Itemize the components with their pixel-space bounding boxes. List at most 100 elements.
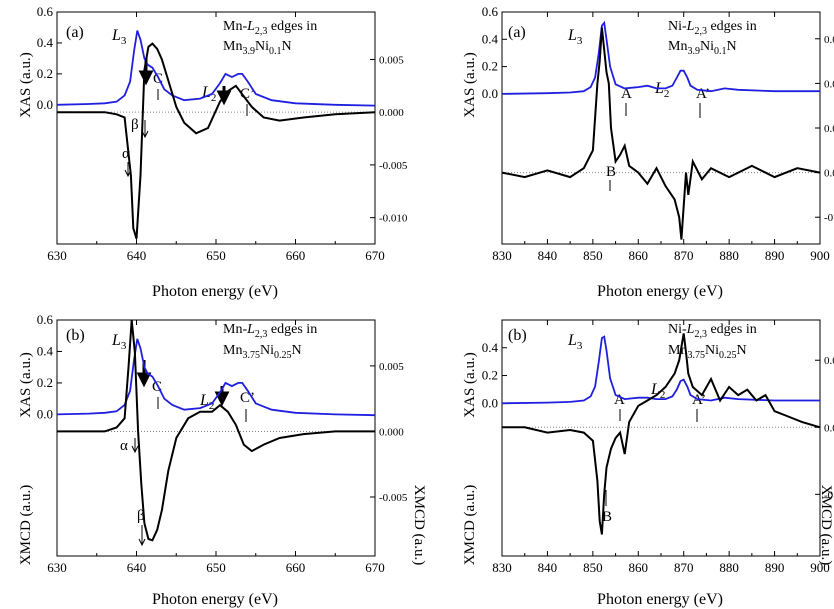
- y-tick-label-left: 0.2: [482, 368, 498, 383]
- y-tick-label-right: 0.00: [824, 168, 834, 180]
- panel-mn-b: XAS (a.u.) XMCD (a.u.) XMCD (a.u.) Photo…: [18, 312, 427, 608]
- x-tick-label: 860: [629, 248, 649, 263]
- y-tick-label-right: 0.06: [824, 34, 834, 46]
- y-tick-label-right: 0.000: [379, 107, 404, 119]
- plot-frame: [501, 11, 821, 245]
- x-tick-label: 880: [719, 560, 739, 575]
- plot-frame: [56, 11, 376, 245]
- x-tick-label: 880: [719, 248, 739, 263]
- y-tick-label-right: 0.02: [824, 123, 834, 135]
- annotation-L2: L2: [654, 80, 669, 100]
- x-tick-label: 860: [629, 560, 649, 575]
- annotation-L3: L3: [111, 332, 127, 352]
- y-tick-label-left: 0.4: [482, 31, 499, 46]
- ylabel-left: XAS (a.u.): [462, 52, 478, 117]
- y-tick-label-left: 0.6: [37, 4, 54, 19]
- y-tick-label-left: 0.2: [37, 375, 53, 390]
- x-tick-label: 670: [365, 248, 385, 263]
- compound-label: Mn3.75Ni0.25N: [223, 343, 302, 361]
- y-tick-label-right: 0.005: [379, 54, 404, 66]
- ylabel-left-lower: XMCD (a.u.): [462, 485, 478, 565]
- plot-frame: [56, 319, 376, 557]
- x-tick-label: 870: [674, 248, 694, 263]
- panel-ni-b: XAS (a.u.) XMCD (a.u.) XMCD (a.u.) Photo…: [462, 319, 834, 608]
- ylabel-left: XAS (a.u.): [462, 352, 478, 417]
- xas-series-line: [56, 338, 376, 417]
- annotation-A-prime: A’: [696, 86, 710, 102]
- y-tick-label-right: -0.025: [824, 489, 834, 501]
- y-tick-label-left: 0.4: [482, 340, 499, 355]
- annotation-beta: β: [137, 508, 145, 524]
- annotation-A: A: [614, 392, 625, 408]
- ylabel-right: XMCD (a.u.): [818, 485, 834, 565]
- xlabel: Photon energy (eV): [597, 283, 723, 300]
- x-tick-label: 840: [538, 248, 558, 263]
- y-tick-label-right: 0.025: [824, 355, 834, 367]
- ylabel-left: XAS (a.u.): [18, 52, 34, 117]
- x-tick-label: 660: [286, 248, 306, 263]
- xas-series-line: [501, 335, 820, 405]
- y-tick-label-left: 0.2: [37, 66, 53, 81]
- annotation-A: A: [621, 86, 632, 102]
- annotation-C: C: [152, 379, 162, 395]
- annotation-L3: L3: [567, 27, 583, 47]
- x-tick-label: 630: [47, 560, 67, 575]
- x-tick-label: 890: [765, 560, 785, 575]
- x-tick-label: 850: [583, 248, 603, 263]
- edge-label: Mn-L2,3 edges in: [223, 19, 317, 37]
- x-tick-label: 830: [492, 560, 512, 575]
- annotation-L2: L2: [201, 84, 216, 104]
- compound-label: Mn3.75Ni0.25N: [668, 343, 747, 361]
- panel-mn-a: XAS (a.u.) Photon energy (eV) (a) Mn-L2,…: [18, 4, 408, 300]
- y-tick-label-right: -0.010: [379, 213, 408, 225]
- xmcd-series-line: [57, 319, 375, 542]
- ylabel-left-lower: XMCD (a.u.): [18, 485, 34, 565]
- panel-label: (a): [508, 24, 526, 41]
- annotation-C-prime: C’: [240, 390, 255, 406]
- y-tick-label-left: 0.0: [482, 395, 498, 410]
- x-tick-label: 650: [206, 560, 226, 575]
- ylabel-left: XAS (a.u.): [18, 352, 34, 417]
- annotation-L3: L3: [567, 332, 583, 352]
- edge-label: Mn-L2,3 edges in: [223, 322, 317, 340]
- x-tick-label: 670: [365, 560, 385, 575]
- annotation-L3: L3: [111, 27, 127, 47]
- xmcd-series-line: [502, 333, 821, 535]
- ylabel-right: XMCD (a.u.): [411, 485, 427, 565]
- panel-label: (b): [508, 327, 527, 344]
- compound-label: Mn3.9Ni0.1N: [223, 39, 292, 57]
- y-tick-label-left: 0.4: [37, 343, 54, 358]
- annotation-alpha: α: [120, 438, 128, 454]
- y-tick-label-right: -0.005: [379, 492, 408, 504]
- y-tick-label-right: -0.02: [824, 212, 834, 224]
- annotation-alpha: α: [122, 146, 130, 162]
- y-tick-label-right: -0.005: [379, 160, 408, 172]
- xas-series-line: [501, 20, 820, 95]
- x-tick-label: 830: [492, 248, 512, 263]
- x-tick-label: 840: [538, 560, 558, 575]
- y-tick-label-left: 0.6: [482, 4, 499, 19]
- annotation-C-prime: C’: [240, 86, 255, 102]
- y-tick-label-left: 0.6: [37, 312, 54, 327]
- xmcd-series-line: [57, 42, 376, 239]
- annotation-beta: β: [131, 117, 139, 133]
- y-tick-label-left: 0.0: [37, 406, 53, 421]
- y-tick-label-left: 0.0: [37, 97, 53, 112]
- xlabel: Photon energy (eV): [597, 591, 723, 608]
- x-tick-label: 890: [765, 248, 785, 263]
- annotation-B: B: [606, 164, 616, 180]
- x-tick-label: 870: [674, 560, 694, 575]
- xmcd-series-line: [501, 27, 821, 240]
- y-tick-label-left: 0.4: [37, 35, 54, 50]
- arrow-alpha-icon: [131, 438, 139, 454]
- arrow-beta-icon: [138, 525, 146, 547]
- y-tick-label-left: 0.2: [482, 59, 498, 74]
- annotation-C: C: [153, 71, 163, 87]
- xlabel: Photon energy (eV): [152, 591, 278, 608]
- x-tick-label: 640: [127, 560, 147, 575]
- x-tick-label: 660: [286, 560, 306, 575]
- xlabel: Photon energy (eV): [152, 283, 278, 300]
- panel-ni-a: XAS (a.u.) Photon energy (eV) (a) Ni-L2,…: [462, 4, 834, 300]
- x-tick-label: 900: [810, 248, 830, 263]
